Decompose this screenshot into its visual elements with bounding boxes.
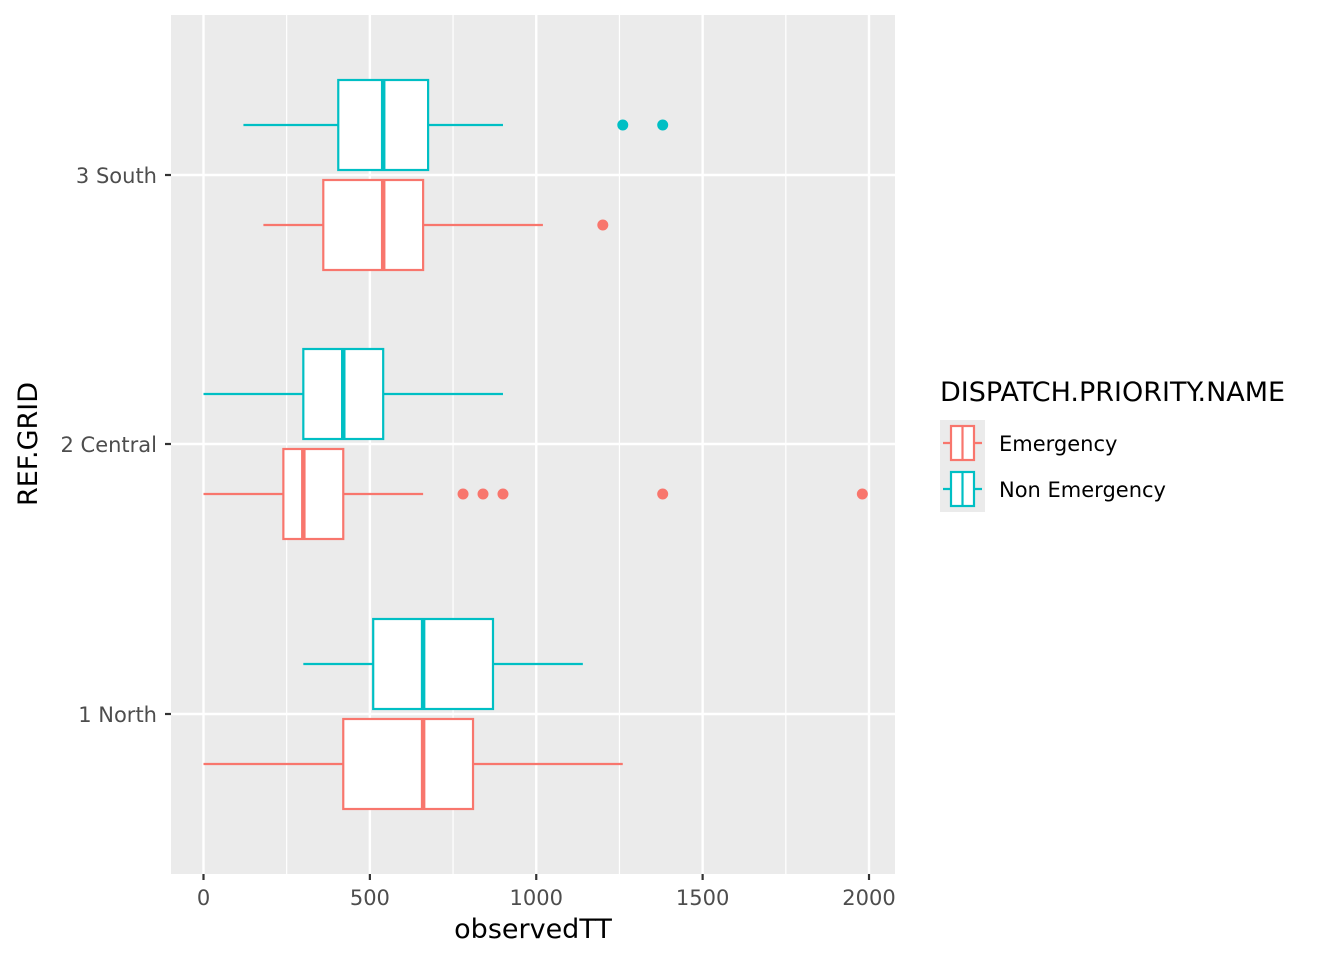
box-emergency-3-south <box>263 178 609 272</box>
y-axis: 1 North 2 Central 3 South <box>61 164 171 727</box>
x-tick-label: 2000 <box>842 886 895 910</box>
legend-label: Emergency <box>999 432 1117 456</box>
legend-item-non-emergency: Non Emergency <box>940 466 1166 512</box>
outlier-point <box>657 119 669 131</box>
legend-label: Non Emergency <box>999 478 1166 502</box>
box-non-emergency-2-central <box>203 347 503 441</box>
outlier-point <box>477 488 489 500</box>
x-axis-title: observedTT <box>454 914 612 945</box>
x-tick-label: 1500 <box>676 886 729 910</box>
outlier-point <box>597 219 609 231</box>
y-tick-label: 1 North <box>78 703 157 727</box>
box-non-emergency-1-north <box>303 617 583 711</box>
legend: DISPATCH.PRIORITY.NAME Emergency Non Emer… <box>940 377 1285 512</box>
x-tick-label: 0 <box>197 886 210 910</box>
x-tick-label: 500 <box>350 886 390 910</box>
outlier-point <box>457 488 469 500</box>
legend-item-emergency: Emergency <box>940 420 1117 466</box>
outlier-point <box>617 119 629 131</box>
box-non-emergency-3-south <box>243 78 669 172</box>
boxes-layer <box>203 78 868 811</box>
y-tick-label: 3 South <box>76 164 157 188</box>
outlier-point <box>856 488 868 500</box>
box-iqr <box>372 617 495 711</box>
box-iqr <box>322 178 425 272</box>
legend-keys: Emergency Non Emergency <box>940 420 1166 512</box>
y-axis-title: REF.GRID <box>13 382 44 506</box>
box-emergency-1-north <box>203 717 623 811</box>
grid-major <box>171 15 895 874</box>
box-iqr <box>342 717 475 811</box>
y-tick-label: 2 Central <box>61 433 158 457</box>
legend-title: DISPATCH.PRIORITY.NAME <box>940 377 1285 408</box>
box-iqr <box>282 447 345 541</box>
outlier-point <box>497 488 509 500</box>
outlier-point <box>657 488 669 500</box>
x-axis: 0 500 1000 1500 2000 <box>197 874 896 910</box>
box-emergency-2-central <box>203 447 868 541</box>
x-tick-label: 1000 <box>510 886 563 910</box>
